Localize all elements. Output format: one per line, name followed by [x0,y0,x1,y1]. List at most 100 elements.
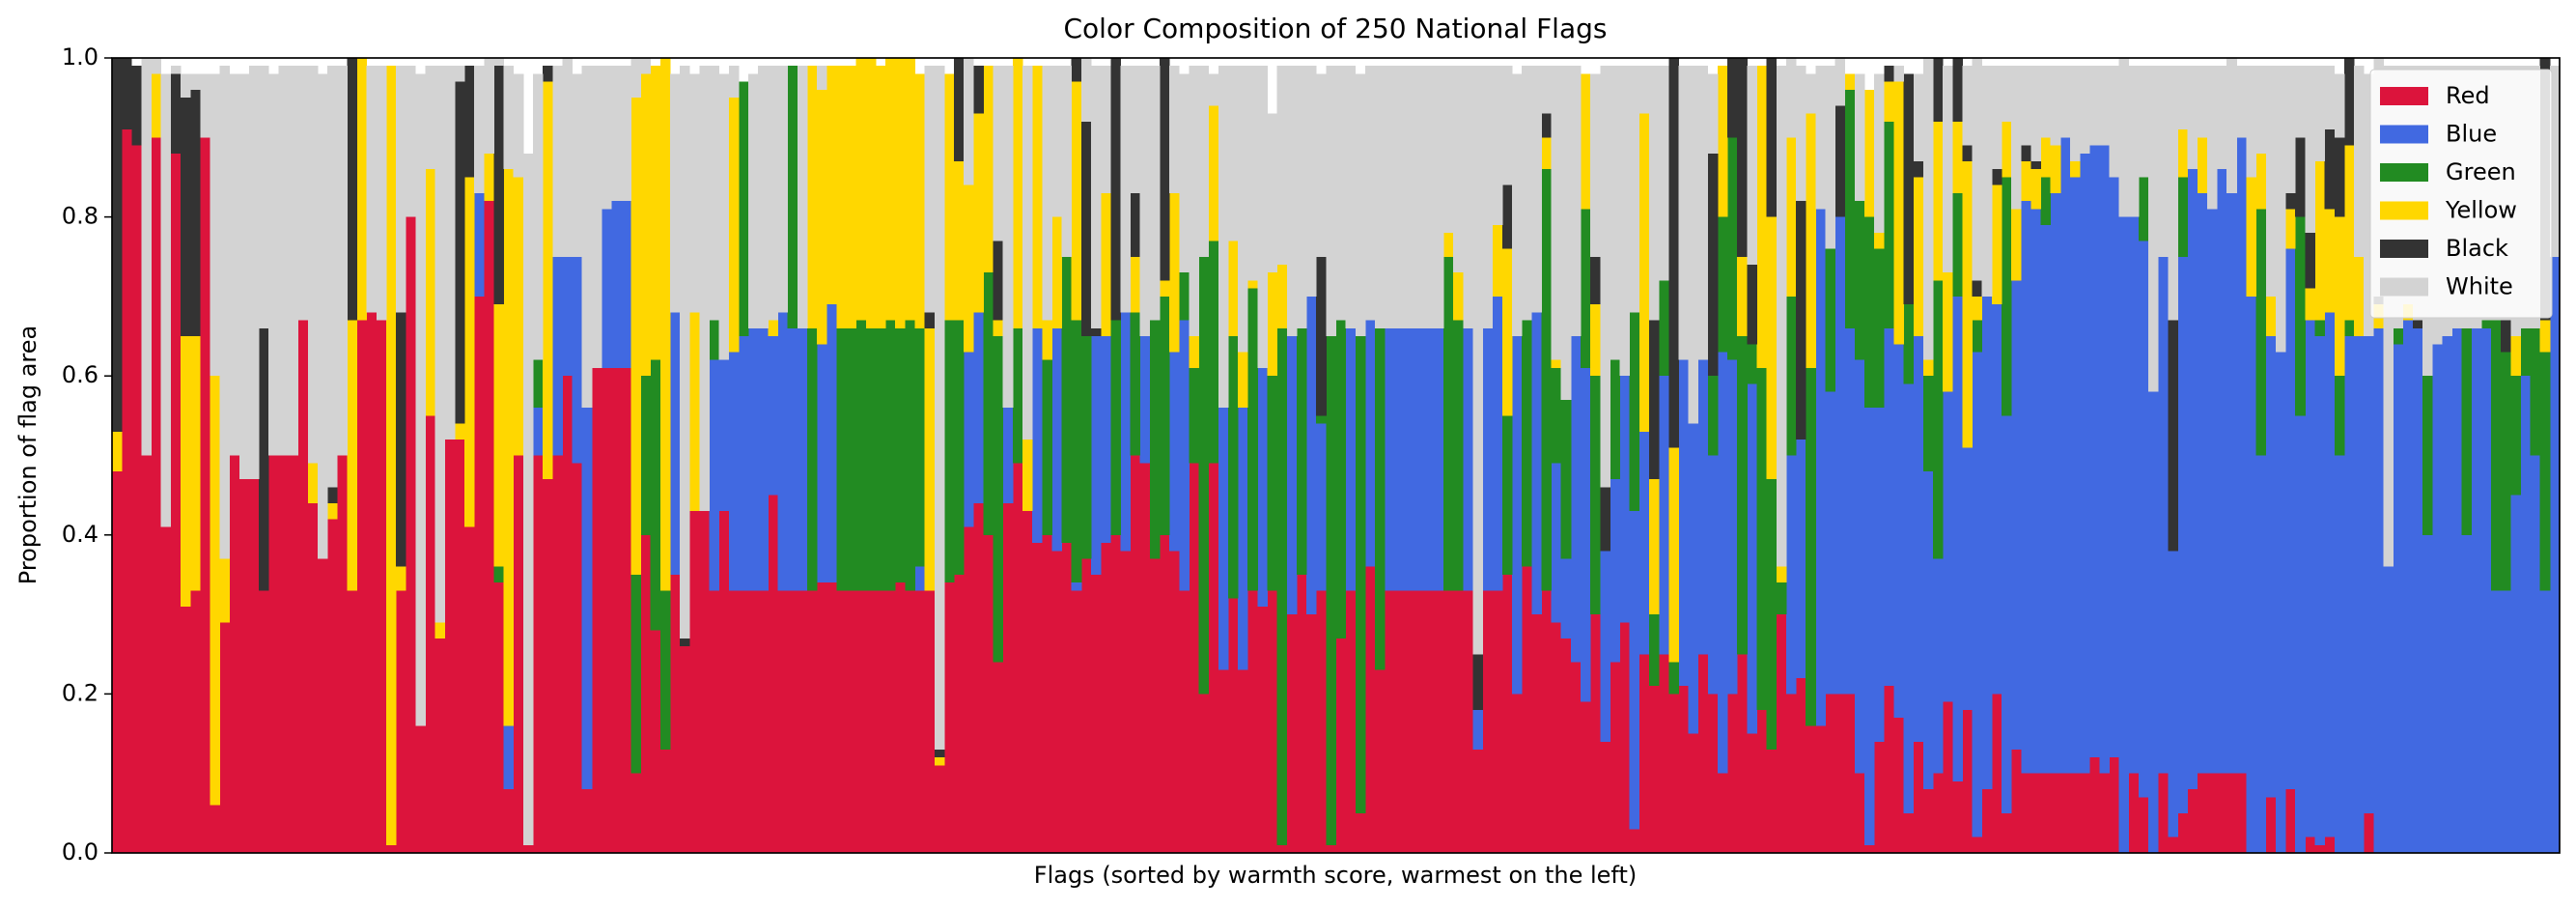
bar-segment [1385,66,1395,328]
legend-label: Blue [2446,121,2497,148]
bar-segment [1952,58,1963,122]
bar-segment [1335,638,1347,853]
bar-segment [1120,551,1131,853]
bar-segment [1531,66,1542,313]
bar-segment [444,440,456,853]
bar-segment [1101,543,1111,853]
bar-segment [1796,201,1806,440]
bar-segment [513,177,524,456]
bar-segment [2070,773,2081,853]
bar-segment [1874,248,1885,409]
bar-segment [1972,280,1983,297]
bar-segment [2070,66,2081,161]
bar-segment [1570,662,1582,853]
bar-segment [2422,534,2433,853]
bar-segment [1080,58,1092,122]
bar-segment [1648,320,1660,480]
bar-segment [1208,105,1219,241]
bar-segment [1551,622,1562,853]
bar-segment [2432,344,2443,853]
bar-segment [1541,169,1552,591]
bar-segment [1051,66,1062,217]
bar-segment [170,73,182,154]
bar-segment [1316,256,1327,416]
bar-segment [1551,66,1562,360]
bar-segment [777,66,789,313]
bar-segment [484,58,494,154]
bar-segment [640,534,652,853]
bar-segment [2002,66,2012,122]
bar-segment [1443,66,1454,234]
bar-segment [2217,169,2227,774]
bar-segment [1208,241,1219,464]
bar-segment [1697,654,1709,853]
bar-segment [484,153,494,202]
bar-segment [415,725,426,853]
bar-segment [248,66,260,480]
bar-segment [1404,327,1415,591]
bar-segment [846,327,857,591]
bar-segment [474,66,485,193]
bar-segment [1638,431,1650,655]
bar-segment [1414,590,1425,853]
bar-segment [1189,336,1199,368]
bar-segment [1130,455,1141,853]
bar-segment [2030,169,2041,210]
y-tick-label: 0.4 [62,521,98,548]
bar-segment [1492,590,1503,853]
bar-segment [552,66,563,257]
bar-segment [1864,844,1875,853]
bar-segment [914,566,926,591]
bar-segment [709,66,720,321]
bar-segment [1306,614,1317,853]
bar-segment [1560,66,1572,400]
bar-segment [112,58,123,432]
bar-segment [2246,296,2257,853]
bar-segment [1541,137,1552,170]
bar-segment [738,336,749,591]
bar-segment [659,58,671,591]
bar-segment [1981,66,1993,297]
bar-segment [2002,812,2012,853]
bar-segment [640,376,652,535]
bar-segment [151,73,162,138]
bar-segment [1815,725,1826,853]
bar-segment [2343,320,2355,337]
bar-segment [1061,543,1073,853]
bar-segment [993,241,1004,321]
bar-segment [1443,590,1454,853]
bar-segment [2324,66,2336,130]
bar-segment [1629,312,1640,512]
bar-segment [493,566,504,583]
bar-segment [964,184,974,353]
bar-segment [1834,216,1846,695]
bar-segment [954,160,965,321]
bar-segment [562,376,573,853]
bar-segment [1286,614,1298,853]
bar-segment [190,336,201,591]
bar-segment [1668,694,1679,853]
bar-segment [2334,455,2345,853]
bar-segment [2206,773,2218,853]
bar-segment [1796,677,1806,853]
bar-segment [2285,66,2296,193]
bar-segment [1423,590,1435,853]
bar-segment [533,455,544,853]
y-tick-label: 0.6 [62,361,98,388]
bar-segment [2148,66,2159,392]
bar-segment [1453,590,1464,853]
bar-segment [1991,66,2002,170]
bar-segment [2510,495,2521,853]
bar-segment [2177,177,2189,257]
bar-segment [484,201,494,853]
bar-segment [1423,327,1435,591]
bar-segment [396,312,406,567]
bar-segment [210,73,220,377]
bar-segment [943,320,955,583]
bar-segment [1227,336,1239,599]
bar-segment [1560,399,1572,559]
bar-segment [347,58,357,321]
bar-segment [1688,66,1699,424]
bar-segment [122,58,132,130]
bar-segment [493,58,504,67]
